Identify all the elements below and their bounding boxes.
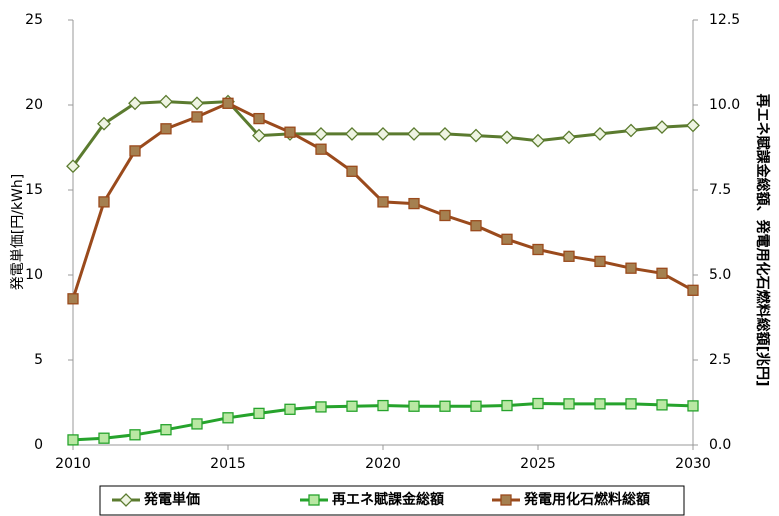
marker [500, 130, 514, 145]
marker [98, 432, 110, 444]
marker [346, 165, 358, 177]
marker [656, 267, 668, 279]
marker [686, 118, 700, 133]
marker [408, 197, 420, 210]
marker [532, 397, 544, 410]
marker [129, 429, 141, 441]
marker [67, 293, 79, 305]
marker [438, 126, 452, 141]
marker [624, 123, 638, 138]
marker [346, 400, 358, 412]
marker [656, 399, 668, 411]
marker [377, 399, 389, 412]
marker [98, 196, 110, 208]
marker [190, 96, 204, 111]
marker [191, 111, 203, 123]
marker [563, 250, 575, 262]
marker [222, 412, 234, 424]
marker [501, 233, 513, 245]
legend-marker [500, 494, 512, 506]
marker [439, 209, 451, 222]
marker [470, 400, 482, 412]
y2-tick-label: 0.0 [709, 437, 731, 453]
marker [191, 418, 203, 430]
marker [315, 401, 327, 413]
legend-label: 発電単価 [143, 491, 200, 508]
marker [252, 128, 266, 143]
legend-label: 再エネ賦課金総額 [332, 491, 444, 508]
marker [625, 398, 637, 410]
x-tick-label: 2030 [675, 456, 711, 472]
marker [253, 407, 265, 420]
y2-tick-label: 10.0 [709, 97, 740, 113]
marker [160, 424, 172, 436]
legend-label: 発電用化石燃料総額 [523, 491, 650, 508]
y-axis-label: 発電単価[円/kWh] [10, 174, 26, 290]
marker [376, 126, 390, 141]
marker [159, 94, 173, 109]
marker [687, 284, 699, 296]
marker [625, 262, 637, 274]
y-tick-label: 15 [25, 182, 43, 198]
y-tick-label: 10 [25, 267, 43, 283]
marker [315, 143, 327, 155]
marker [314, 126, 328, 141]
y-tick-label: 25 [25, 12, 43, 28]
marker [128, 96, 142, 111]
marker [408, 400, 420, 412]
marker [284, 126, 296, 138]
marker [593, 126, 607, 141]
x-tick-label: 2025 [520, 456, 556, 472]
marker [97, 116, 111, 131]
marker [594, 255, 606, 268]
y2-tick-label: 5.0 [709, 267, 731, 283]
marker [160, 123, 172, 135]
marker [67, 434, 79, 446]
y-tick-label: 0 [34, 437, 43, 453]
marker [562, 130, 576, 145]
marker [501, 399, 513, 412]
x-tick-label: 2010 [55, 456, 91, 472]
y-tick-label: 5 [34, 352, 43, 368]
legend-box [99, 485, 685, 516]
y2-axis-label: 再エネ賦課金総額、発電用化石燃料総額[兆円] [754, 94, 771, 387]
marker [407, 126, 421, 141]
marker [470, 220, 482, 232]
marker [222, 97, 234, 109]
marker [687, 400, 699, 412]
marker [469, 128, 483, 143]
y2-tick-label: 7.5 [709, 182, 731, 198]
marker [253, 112, 265, 125]
legend-marker [119, 493, 133, 507]
legend-marker [308, 494, 320, 506]
marker [531, 133, 545, 148]
marker [563, 398, 575, 410]
marker [594, 398, 606, 410]
x-tick-label: 2015 [210, 456, 246, 472]
y2-tick-label: 2.5 [709, 352, 731, 368]
marker [655, 120, 669, 135]
marker [284, 403, 296, 415]
x-tick-label: 2020 [365, 456, 401, 472]
marker [377, 196, 389, 208]
marker [129, 145, 141, 157]
y2-tick-label: 12.5 [709, 12, 740, 28]
marker [439, 400, 451, 412]
y-tick-label: 20 [25, 97, 43, 113]
marker [532, 243, 544, 256]
marker [345, 126, 359, 141]
marker [66, 159, 80, 174]
